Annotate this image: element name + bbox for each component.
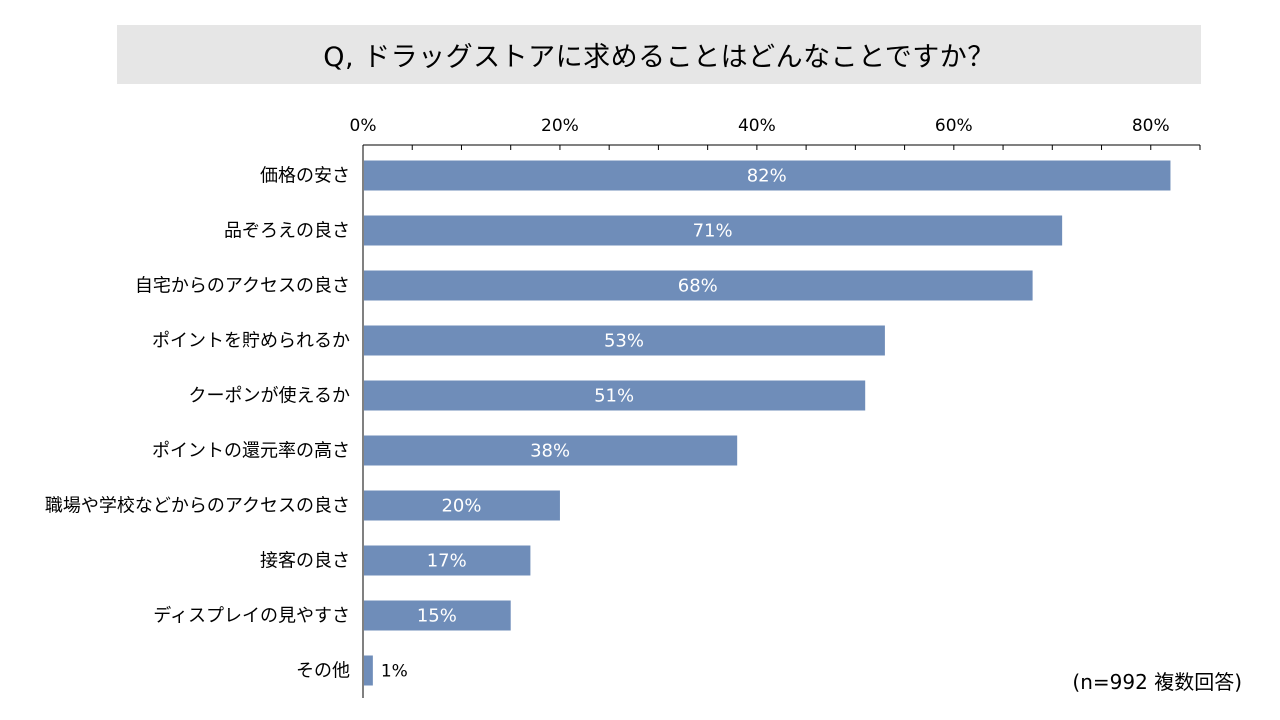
value-label: 68%	[678, 276, 718, 297]
bar	[364, 600, 511, 631]
value-label: 53%	[604, 331, 644, 352]
value-label: 38%	[530, 441, 570, 462]
category-label: 自宅からのアクセスの良さ	[135, 276, 350, 297]
bar	[364, 160, 1171, 191]
value-label: 51%	[594, 386, 634, 407]
category-label: 職場や学校などからのアクセスの良さ	[45, 496, 350, 517]
sample-note: (n=992 複数回答)	[1072, 670, 1242, 694]
bar	[364, 490, 560, 521]
value-label: 1%	[381, 662, 408, 682]
category-label: その他	[296, 661, 350, 682]
category-label: ポイントの還元率の高さ	[152, 441, 350, 462]
value-label: 71%	[693, 221, 733, 242]
category-label: 品ぞろえの良さ	[224, 221, 350, 242]
x-tick-label: 80%	[1132, 116, 1170, 136]
category-label: クーポンが使えるか	[189, 386, 350, 407]
bar	[364, 435, 738, 466]
category-label: 接客の良さ	[260, 551, 350, 572]
bar	[364, 215, 1063, 246]
x-tick-label: 20%	[541, 116, 579, 136]
chart-title-band: Q, ドラッグストアに求めることはどんなことですか？	[117, 25, 1201, 84]
x-tick-label: 60%	[935, 116, 973, 136]
category-label: ディスプレイの見やすさ	[153, 606, 350, 627]
chart-title: Q, ドラッグストアに求めることはどんなことですか？	[323, 42, 995, 73]
bar	[364, 545, 531, 576]
category-label: 価格の安さ	[260, 166, 350, 187]
value-label: 17%	[427, 551, 467, 572]
bar	[364, 325, 885, 356]
x-tick-label: 40%	[738, 116, 776, 136]
value-label: 82%	[747, 166, 787, 187]
bar	[364, 380, 866, 411]
x-tick-label: 0%	[350, 116, 377, 136]
category-label: ポイントを貯められるか	[152, 331, 350, 352]
value-label: 20%	[441, 496, 481, 517]
bar	[364, 655, 373, 686]
bar	[364, 270, 1033, 301]
value-label: 15%	[417, 606, 457, 627]
